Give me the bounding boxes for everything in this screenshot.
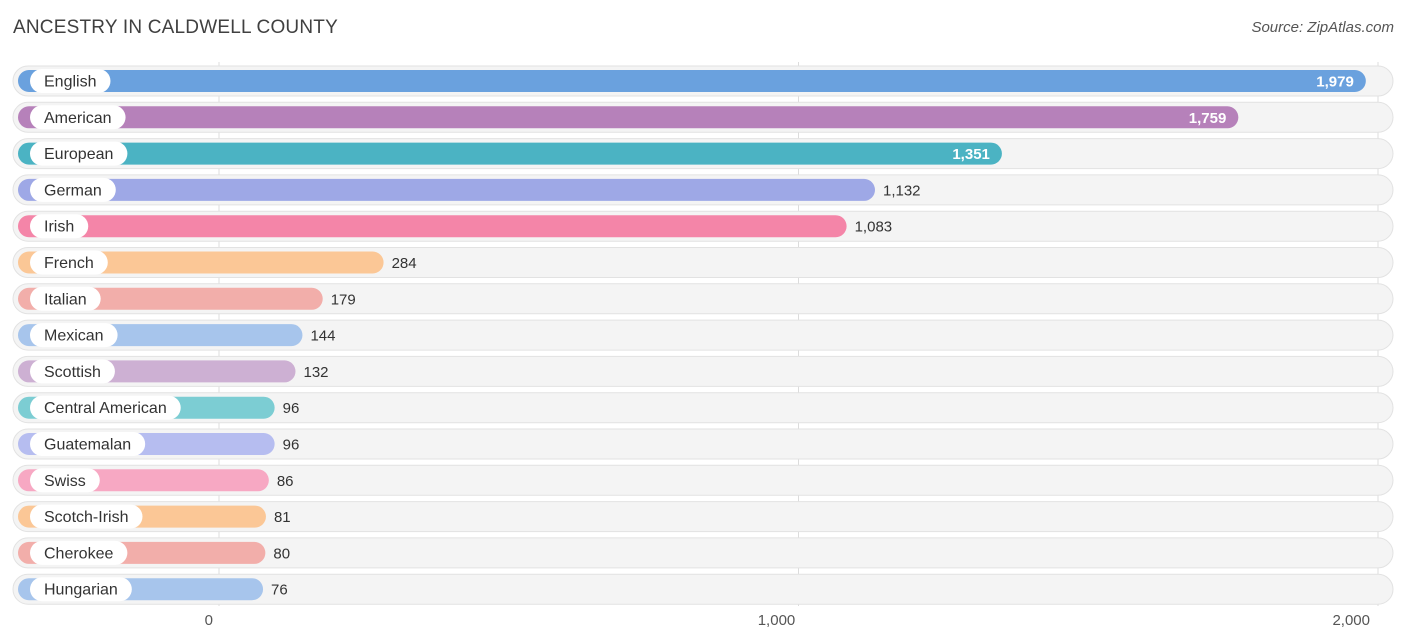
value-label: 1,132 <box>883 182 921 199</box>
category-label-pill <box>30 504 143 529</box>
row-track <box>12 392 1394 424</box>
category-label: Irish <box>44 219 74 236</box>
category-label: Central American <box>44 400 167 417</box>
chart-title: ANCESTRY IN CALDWELL COUNTY <box>13 17 338 38</box>
category-label-pill <box>30 359 115 384</box>
category-label-pill <box>30 395 181 420</box>
bar <box>18 106 1239 129</box>
row-track <box>12 283 1394 315</box>
category-label-pill <box>30 105 126 130</box>
category-label: German <box>44 182 102 199</box>
category-label-pill <box>30 540 128 565</box>
category-label-pill <box>30 323 118 348</box>
category-label-pill <box>30 577 132 602</box>
category-label: Swiss <box>44 473 86 490</box>
row-track <box>12 319 1394 351</box>
bar-row: English 1,979 <box>18 69 1366 93</box>
x-axis-ticks: 0 1,000 2,000 <box>205 612 1370 629</box>
category-label-pill <box>30 141 128 166</box>
category-label: Cherokee <box>44 545 113 562</box>
category-label: European <box>44 146 113 163</box>
category-label: English <box>44 74 96 91</box>
bar <box>18 251 384 274</box>
value-label: 144 <box>310 328 335 345</box>
value-label: 1,979 <box>1316 74 1354 91</box>
category-label-pill <box>30 69 111 93</box>
bar-row: Mexican 144 <box>18 323 335 348</box>
bar-row: Swiss 86 <box>18 468 294 493</box>
bar-row: American 1,759 <box>18 105 1239 130</box>
category-label: Guatemalan <box>44 437 131 454</box>
x-tick-label: 2,000 <box>1332 612 1370 629</box>
category-label: Scottish <box>44 364 101 381</box>
row-track <box>12 428 1394 460</box>
bar-row: French 284 <box>18 250 417 275</box>
value-label: 284 <box>392 255 417 272</box>
bar <box>18 70 1366 92</box>
category-label: Mexican <box>44 328 104 345</box>
category-label-pill <box>30 432 146 456</box>
category-label: Italian <box>44 291 87 308</box>
row-track <box>12 537 1394 569</box>
bar-row: Scotch-Irish 81 <box>18 504 291 529</box>
value-label: 76 <box>271 582 288 599</box>
bar-row: European 1,351 <box>18 141 1002 166</box>
value-label: 1,351 <box>952 146 990 163</box>
value-label: 1,083 <box>855 219 893 236</box>
bar-row: Scottish 132 <box>18 359 329 384</box>
x-tick-label: 0 <box>205 612 213 629</box>
bar-row: German 1,132 <box>18 177 921 202</box>
bar-row: Cherokee 80 <box>18 540 290 565</box>
category-label-pill <box>30 286 101 311</box>
bar <box>18 178 875 201</box>
category-label: American <box>44 110 112 127</box>
category-label: French <box>44 255 94 272</box>
row-track <box>12 355 1394 387</box>
bar-rows: English 1,979 American 1,759 European 1,351 Ge… <box>12 65 1394 605</box>
value-label: 86 <box>277 473 294 490</box>
bar-row: Italian 179 <box>18 286 356 311</box>
value-label: 96 <box>283 400 300 417</box>
value-label: 96 <box>283 437 300 454</box>
value-label: 81 <box>274 509 291 526</box>
category-label-pill <box>30 214 89 239</box>
value-label: 132 <box>303 364 328 381</box>
bar-row: Guatemalan 96 <box>18 432 299 456</box>
row-track <box>12 573 1394 605</box>
source-label: Source: ZipAtlas.com <box>1251 19 1394 36</box>
category-label-pill <box>30 250 108 275</box>
bar-row: Hungarian 76 <box>18 577 288 602</box>
bar-row: Irish 1,083 <box>18 214 893 239</box>
bar-row: Central American 96 <box>18 395 300 420</box>
category-label: Scotch-Irish <box>44 509 128 526</box>
x-tick-label: 1,000 <box>758 612 796 629</box>
row-track <box>12 464 1394 496</box>
category-label-pill <box>30 177 116 202</box>
value-label: 1,759 <box>1189 110 1227 127</box>
bar <box>18 142 1002 165</box>
value-label: 179 <box>331 291 356 308</box>
category-label: Hungarian <box>44 582 118 599</box>
category-label-pill <box>30 468 100 493</box>
bar <box>18 215 847 238</box>
row-track <box>12 501 1394 533</box>
value-label: 80 <box>273 545 290 562</box>
